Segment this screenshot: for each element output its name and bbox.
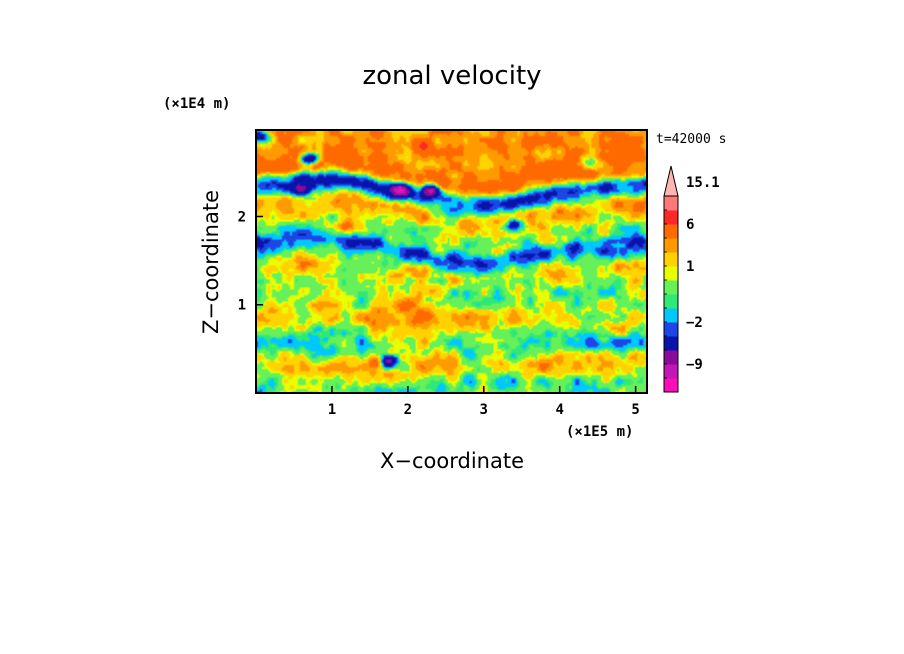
x-axis-multiplier: (×1E5 m) [566,424,633,440]
plot-frame [255,129,648,394]
colorbar-label: −9 [686,357,703,373]
colorbar-swatch [664,224,678,239]
colorbar-swatch [664,308,678,323]
x-tick-label: 1 [328,402,336,418]
plot-area [255,129,648,394]
colorbar-label: 15.1 [686,175,720,191]
colorbar-swatch [664,210,678,225]
colorbar: 15.1 6 1 −2 −9 [663,165,720,393]
velocity-field [256,130,647,393]
colorbar-swatch [664,294,678,309]
y-axis: 12 [238,209,263,314]
x-axis-label: X−coordinate [380,449,524,473]
x-tick-label: 5 [631,402,639,418]
x-tick-label: 2 [404,402,412,418]
colorbar-label: 6 [686,217,694,233]
y-tick-label: 1 [238,298,246,314]
x-tick-label: 3 [480,402,488,418]
colorbar-swatch [664,266,678,281]
colorbar-label: −2 [686,315,703,331]
time-label: t=42000 s [656,132,726,147]
y-axis-multiplier: (×1E4 m) [163,96,230,112]
colorbar-swatch [664,364,678,379]
colorbar-swatch [664,336,678,351]
x-tick-label: 4 [555,402,563,418]
colorbar-swatch [664,280,678,295]
colorbar-swatch [664,378,678,393]
x-axis: 1 2 3 4 5 [328,386,640,418]
y-tick-label: 2 [238,209,246,225]
colorbar-swatch [664,196,678,211]
y-axis-label: Z−coordinate [199,190,223,334]
colorbar-swatch [664,252,678,267]
colorbar-extend-max [663,165,679,197]
chart-title: zonal velocity [362,61,541,91]
colorbar-swatch [664,322,678,337]
colorbar-swatch [664,350,678,365]
colorbar-swatch [664,238,678,253]
colorbar-label: 1 [686,259,694,275]
